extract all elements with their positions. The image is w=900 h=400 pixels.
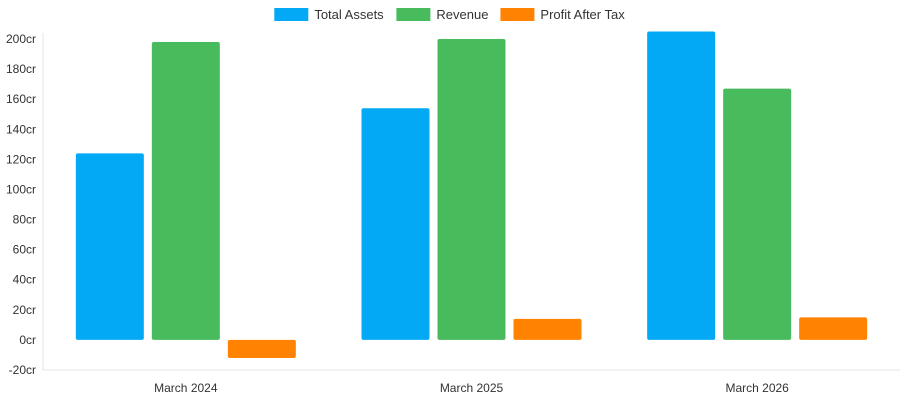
chart-legend: Total Assets Revenue Profit After Tax <box>274 7 625 22</box>
x-axis-labels: March 2024 March 2025 March 2026 <box>154 381 789 395</box>
y-tick-label: 180cr <box>6 62 36 76</box>
bar-revenue-march-2026[interactable] <box>723 88 792 340</box>
bar-revenue-march-2025[interactable] <box>437 39 506 340</box>
y-tick-label: 160cr <box>6 92 36 106</box>
legend-label: Profit After Tax <box>540 7 625 22</box>
legend-item-total-assets[interactable]: Total Assets <box>274 7 384 22</box>
legend-item-profit-after-tax[interactable]: Profit After Tax <box>500 7 625 22</box>
bar-profit-after-tax-march-2024[interactable] <box>227 339 296 358</box>
y-axis-ticks: -20cr 0cr 20cr 40cr 60cr 80cr 100cr 120cr 140cr 1… <box>6 32 36 377</box>
y-tick-label: 100cr <box>6 182 36 196</box>
x-category-label: March 2025 <box>440 381 504 395</box>
y-tick-label: 80cr <box>13 213 36 227</box>
legend-item-revenue[interactable]: Revenue <box>396 7 488 22</box>
bar-total-assets-march-2024[interactable] <box>75 153 144 340</box>
legend-swatch <box>500 8 535 21</box>
bar-total-assets-march-2025[interactable] <box>361 108 430 340</box>
bars <box>75 31 868 358</box>
x-category-label: March 2024 <box>154 381 218 395</box>
bar-profit-after-tax-march-2026[interactable] <box>799 317 868 340</box>
y-tick-label: 20cr <box>13 303 36 317</box>
legend-swatch <box>274 8 309 21</box>
legend-label: Revenue <box>436 7 488 22</box>
y-tick-label: 0cr <box>19 333 36 347</box>
y-tick-label: 140cr <box>6 122 36 136</box>
y-tick-label: 200cr <box>6 32 36 46</box>
y-tick-label: 120cr <box>6 152 36 166</box>
y-tick-label: -20cr <box>9 363 36 377</box>
x-category-label: March 2026 <box>725 381 789 395</box>
y-tick-label: 60cr <box>13 243 36 257</box>
bar-profit-after-tax-march-2025[interactable] <box>513 318 582 340</box>
bar-revenue-march-2024[interactable] <box>151 42 220 340</box>
legend-label: Total Assets <box>314 7 384 22</box>
bar-total-assets-march-2026[interactable] <box>647 31 716 340</box>
legend-swatch <box>396 8 431 21</box>
y-tick-label: 40cr <box>13 273 36 287</box>
